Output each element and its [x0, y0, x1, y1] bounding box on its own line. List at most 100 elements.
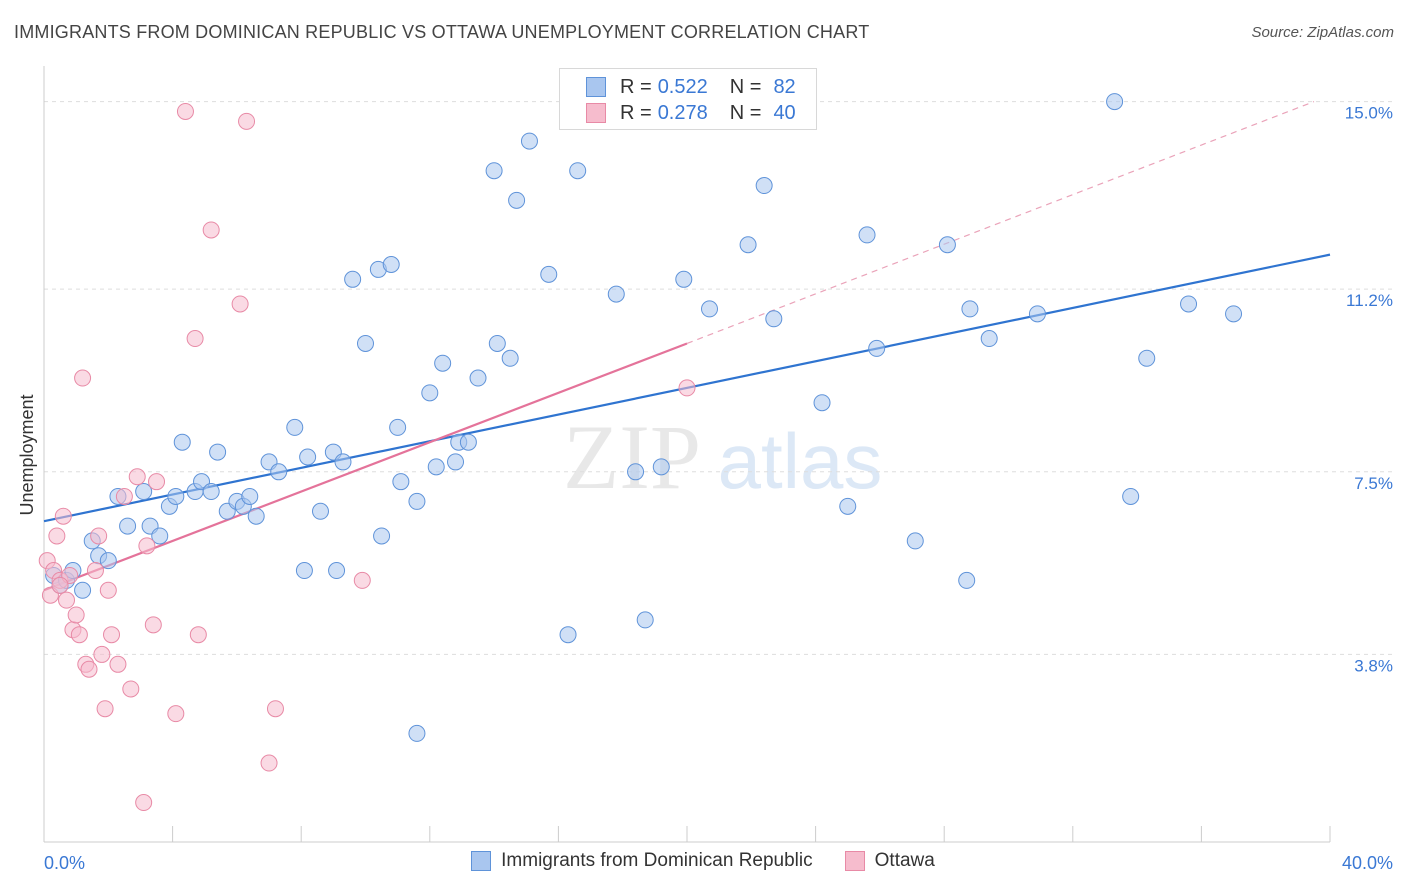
blue-point	[357, 334, 374, 352]
blue-point	[74, 581, 92, 599]
blue-point	[958, 571, 976, 589]
y-tick-label: 7.5%	[1354, 474, 1393, 493]
legend-n-value: 82	[773, 75, 796, 98]
blue-point	[247, 507, 265, 525]
pink-point	[678, 379, 696, 397]
pink-point	[202, 221, 220, 239]
blue-point	[627, 463, 645, 481]
y-tick-label: 11.2%	[1346, 291, 1393, 310]
blue-point	[135, 483, 153, 501]
blue-point	[1028, 305, 1046, 323]
series-name: Ottawa	[874, 850, 935, 871]
y-tick-label: 15.0%	[1345, 104, 1393, 123]
blue-point	[540, 265, 558, 283]
blue-point	[858, 226, 876, 244]
legend-swatch-pink	[586, 103, 606, 123]
pink-point	[238, 112, 256, 130]
blue-point	[569, 162, 587, 180]
blue-point	[636, 611, 654, 629]
pink-point	[148, 473, 166, 491]
blue-point	[408, 492, 426, 510]
pink-point	[58, 591, 76, 609]
blue-point	[209, 443, 227, 461]
legend-row-pink: R = 0.278 N = 40	[586, 100, 796, 126]
pink-point	[260, 754, 278, 772]
blue-point	[501, 349, 519, 367]
series-legend: Immigrants from Dominican Republic Ottaw…	[0, 850, 1406, 872]
blue-point	[652, 458, 670, 476]
blue-point	[1106, 93, 1124, 111]
blue-point	[421, 384, 439, 402]
pink-point	[186, 330, 204, 348]
pink-point	[189, 626, 207, 644]
blue-point	[607, 285, 625, 303]
pink-point	[48, 527, 66, 545]
pink-point	[138, 537, 156, 555]
pink-point	[144, 616, 162, 634]
watermark: ZIP atlas	[563, 406, 882, 508]
legend-r-label: R =	[620, 75, 652, 98]
blue-point	[427, 458, 445, 476]
pink-point	[70, 626, 88, 644]
blue-point	[488, 334, 506, 352]
blue-point	[868, 339, 886, 357]
y-tick-label: 3.8%	[1354, 656, 1393, 675]
blue-point	[434, 354, 452, 372]
pink-point	[90, 527, 108, 545]
blue-point	[299, 448, 317, 466]
blue-point	[392, 473, 410, 491]
blue-point	[938, 236, 956, 254]
blue-point	[701, 300, 719, 318]
legend-swatch-blue	[586, 77, 606, 97]
series-swatch-blue	[471, 851, 492, 871]
pink-point	[109, 655, 127, 673]
watermark-zip: ZIP	[563, 406, 701, 508]
blue-point	[373, 527, 391, 545]
blue-point	[286, 418, 304, 436]
pink-point	[54, 507, 72, 525]
stats-legend: R = 0.522 N = 82 R = 0.278 N = 40	[559, 68, 817, 130]
pink-point	[86, 562, 104, 580]
blue-point	[173, 433, 191, 451]
series-legend-item: Ottawa	[844, 850, 935, 872]
blue-point	[739, 236, 757, 254]
pink-point	[96, 700, 114, 718]
blue-point	[675, 270, 693, 288]
blue-point	[469, 369, 487, 387]
pink-point	[353, 571, 371, 589]
pink-point	[93, 645, 111, 663]
blue-point	[99, 552, 117, 570]
blue-point	[755, 177, 773, 195]
legend-n-label: N =	[729, 101, 762, 124]
pink-point	[67, 606, 85, 624]
blue-point	[813, 394, 831, 412]
blue-point	[167, 487, 185, 505]
pink-point	[51, 576, 69, 594]
blue-point	[119, 517, 137, 535]
blue-point	[1122, 487, 1140, 505]
legend-r-label: R =	[620, 101, 652, 124]
blue-point	[559, 626, 577, 644]
blue-point	[344, 270, 362, 288]
pink-point	[231, 295, 249, 313]
blue-point	[270, 463, 288, 481]
x-tick-label: 40.0%	[1342, 853, 1393, 873]
x-tick-label: 0.0%	[44, 853, 85, 873]
blue-point	[447, 453, 465, 471]
pink-point	[115, 487, 133, 505]
pink-point	[167, 705, 185, 723]
pink-point	[80, 660, 98, 678]
pink-point	[128, 468, 146, 486]
legend-r-value: 0.522	[657, 75, 708, 98]
blue-point	[1225, 305, 1243, 323]
blue-point	[459, 433, 477, 451]
pink-point	[99, 581, 117, 599]
blue-point	[906, 532, 924, 550]
legend-n-label: N =	[729, 75, 762, 98]
series-name: Immigrants from Dominican Republic	[501, 850, 813, 871]
blue-point	[839, 497, 857, 515]
blue-point	[328, 562, 346, 580]
series-swatch-pink	[844, 851, 865, 871]
pink-point	[266, 700, 284, 718]
